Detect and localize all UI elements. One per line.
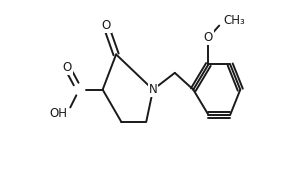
Text: O: O (101, 19, 111, 32)
Text: N: N (149, 83, 157, 96)
Text: CH₃: CH₃ (224, 14, 245, 27)
Text: O: O (63, 61, 72, 74)
Text: OH: OH (49, 107, 67, 120)
Text: O: O (204, 31, 213, 44)
